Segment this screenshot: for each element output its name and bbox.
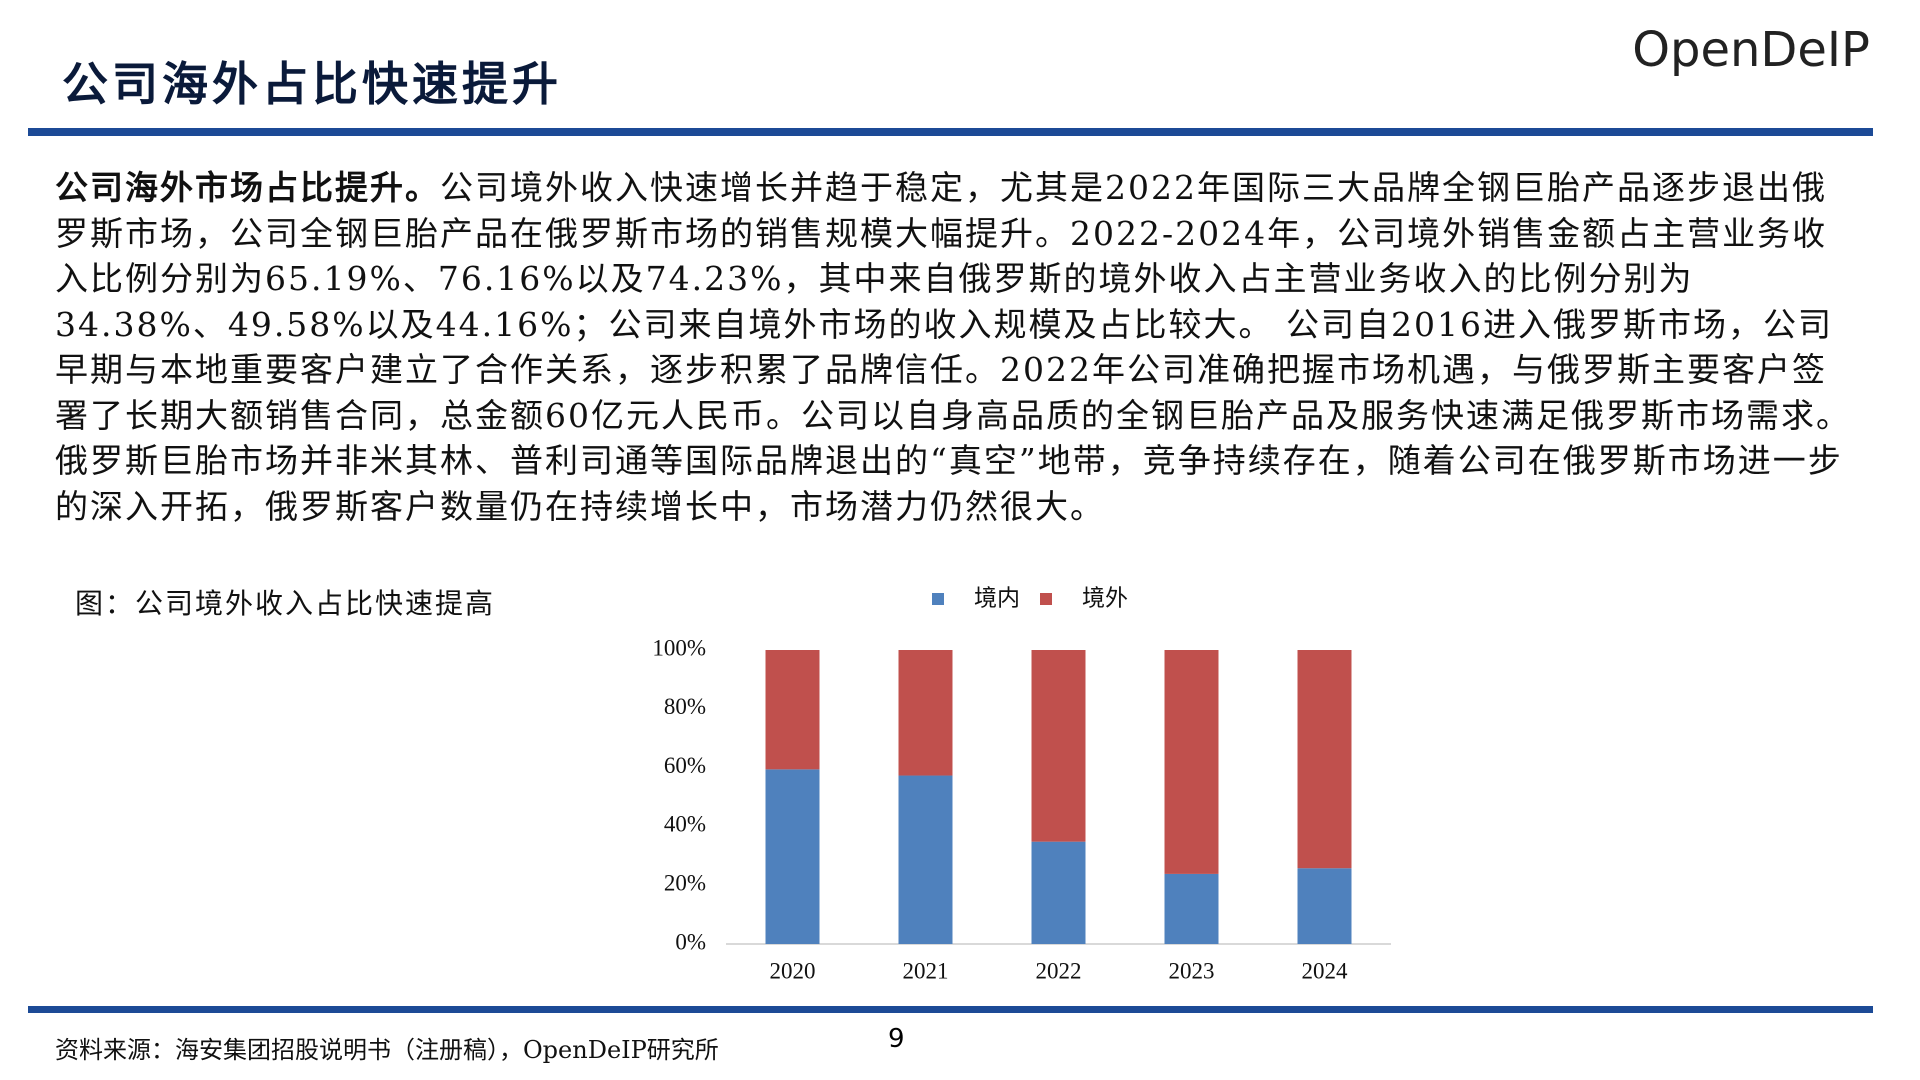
page-number: 9 <box>888 1024 905 1054</box>
bar-segment <box>765 769 820 944</box>
y-tick-label: 20% <box>664 870 706 895</box>
bar-segment <box>1164 873 1219 944</box>
legend-label: 境内 <box>974 585 1020 610</box>
page-title: 公司海外占比快速提升 <box>62 57 562 111</box>
x-tick-label: 2024 <box>1302 958 1349 983</box>
bar-segment <box>1031 650 1086 842</box>
bar-segment <box>765 650 820 770</box>
x-tick-label: 2022 <box>1036 958 1082 983</box>
logo: OpenDeIP <box>1632 22 1870 78</box>
source: 资料来源：海安集团招股说明书（注册稿），OpenDeIP研究所 <box>55 1036 719 1064</box>
y-tick-label: 80% <box>664 694 706 719</box>
legend-swatch <box>932 593 944 605</box>
legend-swatch <box>1040 593 1052 605</box>
x-tick-label: 2021 <box>903 958 949 983</box>
body-text: 公司海外市场占比提升。公司境外收入快速增长并趋于稳定，尤其是2022年国际三大品… <box>55 165 1855 529</box>
bottom-rule <box>28 1006 1873 1013</box>
bar-segment <box>1297 650 1352 869</box>
paragraph: 公司境外收入快速增长并趋于稳定，尤其是2022年国际三大品牌全钢巨胎产品逐步退出… <box>55 168 1851 526</box>
x-tick-label: 2023 <box>1169 958 1215 983</box>
y-tick-label: 0% <box>675 929 706 954</box>
bar-segment <box>1164 650 1219 874</box>
bar-segment <box>1031 841 1086 944</box>
x-tick-label: 2020 <box>770 958 816 983</box>
y-tick-label: 40% <box>664 812 706 837</box>
bar-segment <box>898 650 953 776</box>
bar-segment <box>898 775 953 944</box>
figure-caption: 图：公司境外收入占比快速提高 <box>75 587 496 620</box>
y-tick-label: 100% <box>652 635 706 660</box>
y-tick-label: 60% <box>664 753 706 778</box>
top-rule <box>28 128 1873 136</box>
lead: 公司海外市场占比提升。 <box>55 168 440 207</box>
legend-label: 境外 <box>1082 585 1128 610</box>
chart: 0% 20% 40% 60% 80% 100% 境内 境外 2020 2021 2022 2023 20… <box>652 585 1391 983</box>
bar-segment <box>1297 868 1352 944</box>
